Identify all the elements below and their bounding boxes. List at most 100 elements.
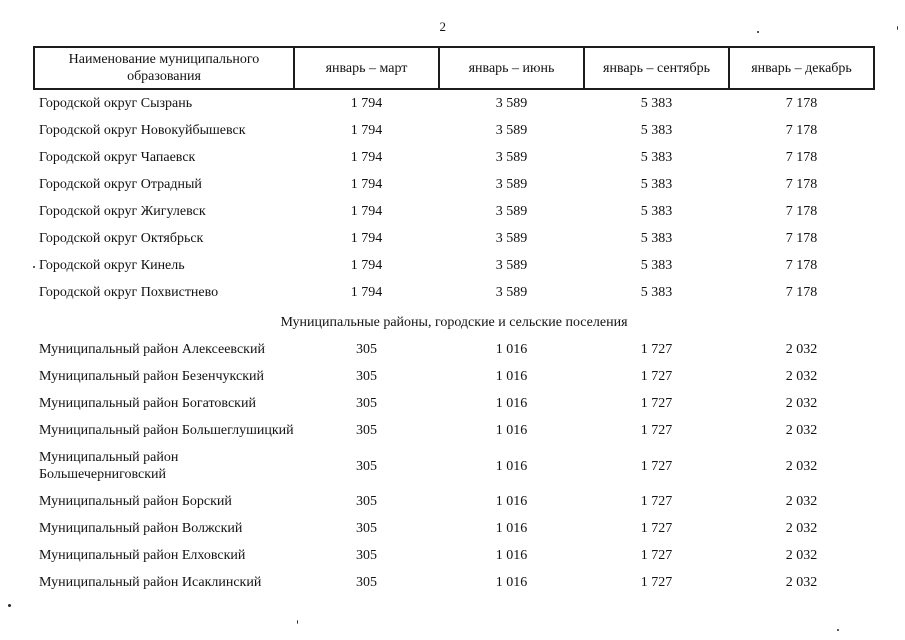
row-value: 1 016 xyxy=(495,521,528,536)
row-name: Городской округ Новокуйбышевск xyxy=(39,123,246,138)
row-value: 7 178 xyxy=(785,285,818,300)
row-value: 1 727 xyxy=(640,575,673,590)
row-value: 2 032 xyxy=(785,369,818,384)
table-row: Муниципальный район Безенчукский 305 1 016… xyxy=(34,363,874,390)
row-value: 1 794 xyxy=(350,258,383,273)
table-row: Муниципальный район Алексеевский 305 1 016… xyxy=(34,336,874,363)
row-value: 305 xyxy=(356,548,377,563)
row-value: 1 727 xyxy=(640,458,673,474)
row-value: 7 178 xyxy=(785,150,818,165)
column-header-period: январь – сентябрь xyxy=(583,46,730,90)
row-name: Муниципальный район Исаклинский xyxy=(39,575,262,590)
table-row: Городской округ Чапаевск 1 794 3 589 5 383 7… xyxy=(34,144,874,171)
row-value: 305 xyxy=(356,423,377,438)
row-value: 1 794 xyxy=(350,204,383,219)
row-value: 1 727 xyxy=(640,369,673,384)
row-name: Городской округ Чапаевск xyxy=(39,150,196,165)
row-value: 305 xyxy=(356,369,377,384)
row-value: 1 016 xyxy=(495,423,528,438)
row-value: 305 xyxy=(356,521,377,536)
row-value: 1 794 xyxy=(350,123,383,138)
table-row: Городской округ Жигулевск 1 794 3 589 5 383… xyxy=(34,198,874,225)
row-value: 305 xyxy=(356,575,377,590)
row-value: 7 178 xyxy=(785,258,818,273)
row-name: Городской округ Октябрьск xyxy=(39,231,204,246)
row-value: 1 727 xyxy=(640,423,673,438)
table-row: Городской округ Кинель 1 794 3 589 5 383 7 1… xyxy=(34,252,874,279)
row-value: 2 032 xyxy=(785,575,818,590)
table-row: Городской округ Сызрань 1 794 3 589 5 383 7 … xyxy=(34,89,874,117)
row-value: 1 727 xyxy=(640,396,673,411)
row-value: 1 727 xyxy=(640,521,673,536)
scan-speck xyxy=(297,620,298,624)
table-row: Муниципальный район Богатовский 305 1 016 1… xyxy=(34,390,874,417)
scan-speck xyxy=(8,604,11,607)
row-value: 2 032 xyxy=(785,494,818,509)
row-name: Городской округ Сызрань xyxy=(39,96,193,111)
row-name: Городской округ Кинель xyxy=(39,258,185,273)
row-value: 2 032 xyxy=(785,396,818,411)
row-value: 305 xyxy=(356,396,377,411)
row-name: Муниципальный район Большечерниговский xyxy=(39,450,179,482)
row-value: 1 727 xyxy=(640,342,673,357)
row-name: Муниципальный район Борский xyxy=(39,494,232,509)
row-value: 5 383 xyxy=(640,285,673,300)
row-value: 1 794 xyxy=(350,231,383,246)
row-value: 5 383 xyxy=(640,258,673,273)
row-name: Городской округ Похвистнево xyxy=(39,285,219,300)
row-value: 1 016 xyxy=(495,458,528,474)
row-name: Муниципальный район Большеглушицкий xyxy=(39,423,294,438)
row-value: 1 794 xyxy=(350,96,383,111)
row-name: Муниципальный район Волжский xyxy=(39,521,243,536)
row-value: 1 794 xyxy=(350,177,383,192)
table-row: Городской округ Новокуйбышевск 1 794 3 589… xyxy=(34,117,874,144)
row-value: 1 016 xyxy=(495,342,528,357)
table-row: Муниципальный район Большечерниговский 30… xyxy=(34,444,874,488)
column-header-period: январь – июнь xyxy=(438,46,585,90)
row-value: 1 794 xyxy=(350,150,383,165)
row-value: 3 589 xyxy=(495,177,528,192)
row-value: 7 178 xyxy=(785,204,818,219)
table-row: Муниципальный район Борский 305 1 016 1 727… xyxy=(34,488,874,515)
column-header-period: январь – март xyxy=(293,46,440,90)
row-value: 1 794 xyxy=(350,285,383,300)
row-value: 3 589 xyxy=(495,123,528,138)
row-value: 305 xyxy=(356,342,377,357)
row-value: 2 032 xyxy=(785,342,818,357)
scan-speck xyxy=(837,629,839,631)
scan-speck xyxy=(897,26,898,30)
row-value: 5 383 xyxy=(640,96,673,111)
row-name: Муниципальный район Безенчукский xyxy=(39,369,265,384)
table-header-row: Наименование муниципального образования я… xyxy=(33,46,875,90)
scan-speck xyxy=(33,266,35,268)
table-row: Городской округ Октябрьск 1 794 3 589 5 383… xyxy=(34,225,874,252)
row-value: 7 178 xyxy=(785,231,818,246)
row-value: 3 589 xyxy=(495,96,528,111)
row-value: 7 178 xyxy=(785,123,818,138)
table-row: Муниципальный район Исаклинский 305 1 016 1… xyxy=(34,569,874,596)
section-title-row: Муниципальные районы, городские и сельск… xyxy=(34,306,874,336)
row-value: 1 016 xyxy=(495,369,528,384)
table-header: Наименование муниципального образования я… xyxy=(33,46,875,90)
row-value: 3 589 xyxy=(495,258,528,273)
table-row: Городской округ Отрадный 1 794 3 589 5 383 7… xyxy=(34,171,874,198)
row-value: 5 383 xyxy=(640,123,673,138)
section-title: Муниципальные районы, городские и сельск… xyxy=(280,314,628,330)
row-value: 3 589 xyxy=(495,204,528,219)
row-value: 2 032 xyxy=(785,458,818,474)
scan-speck xyxy=(757,31,759,33)
row-name: Муниципальный район Богатовский xyxy=(39,396,256,411)
row-value: 1 016 xyxy=(495,548,528,563)
row-value: 3 589 xyxy=(495,231,528,246)
row-value: 5 383 xyxy=(640,204,673,219)
table-row: Муниципальный район Елховский 305 1 016 1 7… xyxy=(34,542,874,569)
row-value: 3 589 xyxy=(495,285,528,300)
table-row: Муниципальный район Большеглушицкий 305 1 … xyxy=(34,417,874,444)
row-name: Муниципальный район Елховский xyxy=(39,548,246,563)
row-value: 2 032 xyxy=(785,521,818,536)
column-header-name: Наименование муниципального образования xyxy=(33,46,295,90)
table-row: Муниципальный район Волжский 305 1 016 1 72… xyxy=(34,515,874,542)
data-table: Наименование муниципального образования я… xyxy=(33,46,875,596)
row-value: 1 016 xyxy=(495,494,528,509)
row-name: Городской округ Жигулевск xyxy=(39,204,206,219)
